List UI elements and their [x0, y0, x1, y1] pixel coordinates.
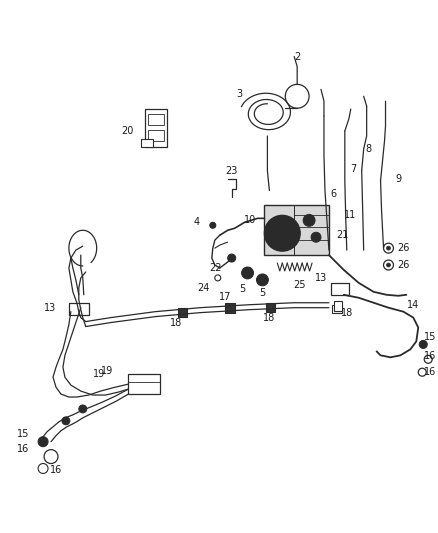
Text: 18: 18 — [170, 318, 182, 328]
Text: 21: 21 — [336, 230, 348, 240]
Circle shape — [257, 274, 268, 286]
Text: 14: 14 — [407, 300, 420, 310]
Text: 5: 5 — [259, 288, 265, 298]
Text: 19: 19 — [101, 366, 113, 376]
Text: 8: 8 — [366, 144, 372, 154]
Text: 20: 20 — [121, 126, 134, 136]
Bar — [148, 114, 164, 125]
Circle shape — [386, 246, 391, 250]
Circle shape — [311, 232, 321, 242]
Text: 18: 18 — [263, 313, 276, 322]
Text: 13: 13 — [315, 273, 327, 283]
Bar — [178, 308, 187, 317]
Bar — [69, 303, 89, 314]
Text: 5: 5 — [240, 284, 246, 294]
Text: 2: 2 — [294, 52, 300, 62]
Text: 16: 16 — [17, 443, 29, 454]
Circle shape — [210, 222, 216, 228]
Text: 13: 13 — [44, 303, 56, 313]
Text: 23: 23 — [226, 166, 238, 176]
Circle shape — [38, 437, 48, 447]
Text: 16: 16 — [424, 367, 436, 377]
Bar — [141, 139, 153, 147]
Text: 22: 22 — [209, 263, 222, 273]
Bar — [265, 205, 329, 255]
Text: 9: 9 — [396, 174, 402, 184]
Text: 26: 26 — [397, 243, 410, 253]
Circle shape — [272, 222, 293, 244]
Text: 15: 15 — [17, 429, 29, 439]
Text: 16: 16 — [424, 351, 436, 361]
Bar — [331, 283, 349, 295]
Text: 15: 15 — [424, 333, 436, 343]
Text: 6: 6 — [331, 189, 337, 199]
Circle shape — [228, 254, 236, 262]
Bar — [128, 374, 160, 394]
Circle shape — [265, 215, 300, 251]
Text: 24: 24 — [198, 283, 210, 293]
Bar — [334, 301, 342, 311]
Text: 3: 3 — [237, 90, 243, 99]
Bar — [266, 303, 276, 312]
Text: 17: 17 — [219, 292, 231, 302]
Text: 11: 11 — [344, 211, 356, 220]
Bar — [145, 109, 167, 147]
Circle shape — [79, 405, 87, 413]
Circle shape — [242, 267, 254, 279]
Text: 26: 26 — [397, 260, 410, 270]
Bar — [148, 130, 164, 141]
Bar — [332, 305, 342, 313]
Text: 19: 19 — [93, 369, 106, 379]
Bar — [225, 303, 235, 313]
Circle shape — [303, 214, 315, 227]
Circle shape — [419, 341, 427, 349]
Text: 25: 25 — [293, 280, 305, 290]
Circle shape — [62, 417, 70, 425]
Circle shape — [386, 263, 391, 267]
Text: 18: 18 — [341, 308, 353, 318]
Text: 10: 10 — [244, 215, 257, 225]
Text: 4: 4 — [194, 217, 200, 228]
Text: 16: 16 — [50, 465, 62, 475]
Text: 7: 7 — [351, 164, 357, 174]
